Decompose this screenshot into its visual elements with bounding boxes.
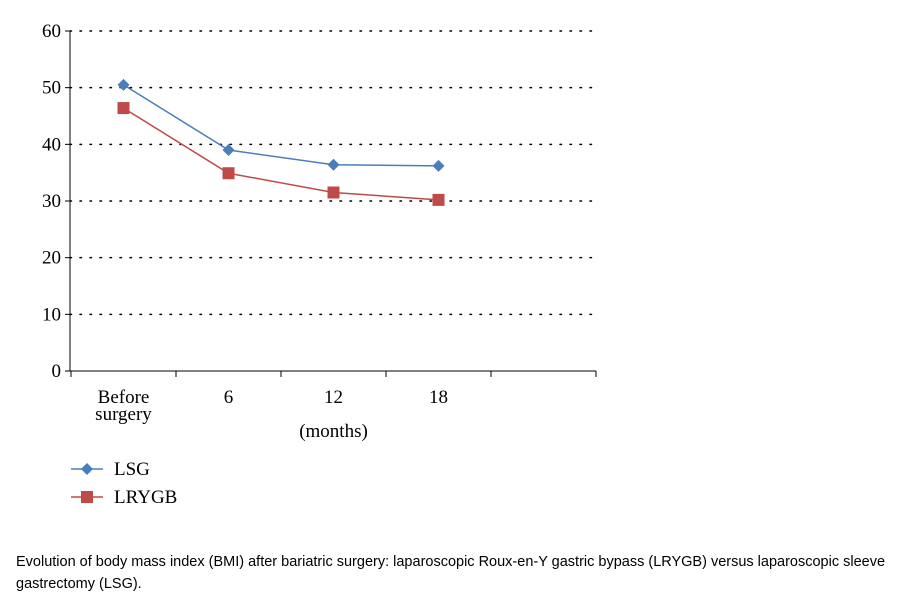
series-lsg: [117, 78, 445, 172]
data-point: [432, 159, 445, 172]
y-tick-label: 20: [42, 248, 61, 269]
x-tick-label: 12: [324, 387, 343, 408]
grid-lines: [69, 30, 597, 316]
y-tick-label: 0: [52, 361, 62, 382]
data-point: [117, 102, 130, 115]
y-tick-label: 40: [42, 134, 61, 155]
series-group: [117, 78, 445, 206]
y-tick-label: 50: [42, 78, 61, 99]
data-point: [432, 193, 445, 206]
legend-marker: [81, 491, 93, 503]
x-tick-label: 18: [429, 387, 448, 408]
legend-label: LRYGB: [114, 487, 177, 508]
data-point: [327, 186, 340, 199]
line-chart: 0 10 20 30 40 50 60 Before surgery 6 12 18 (months…: [42, 21, 597, 508]
data-point: [222, 167, 235, 180]
y-tick-label: 10: [42, 304, 61, 325]
legend-item-lrygb: LRYGB: [71, 487, 177, 508]
x-tick-label: 6: [224, 387, 234, 408]
series-line: [123, 84, 439, 167]
x-axis-label: (months): [299, 421, 368, 442]
x-axis-ticks: Before surgery 6 12 18: [70, 371, 597, 425]
legend-marker: [81, 463, 93, 475]
axes: [69, 31, 596, 372]
legend-item-lsg: LSG: [71, 459, 150, 480]
legend-label: LSG: [114, 459, 150, 480]
x-tick-label: Before surgery: [95, 387, 152, 425]
data-point: [117, 78, 130, 91]
series-line: [123, 107, 439, 201]
data-point: [222, 144, 235, 156]
y-tick-label: 60: [42, 21, 61, 42]
legend: LSG LRYGB: [71, 459, 177, 508]
series-lrygb: [117, 102, 445, 206]
y-tick-label: 30: [42, 191, 61, 212]
y-axis-ticks: 0 10 20 30 40 50 60: [42, 21, 70, 382]
figure-caption: Evolution of body mass index (BMI) after…: [16, 554, 886, 592]
data-point: [327, 158, 340, 171]
